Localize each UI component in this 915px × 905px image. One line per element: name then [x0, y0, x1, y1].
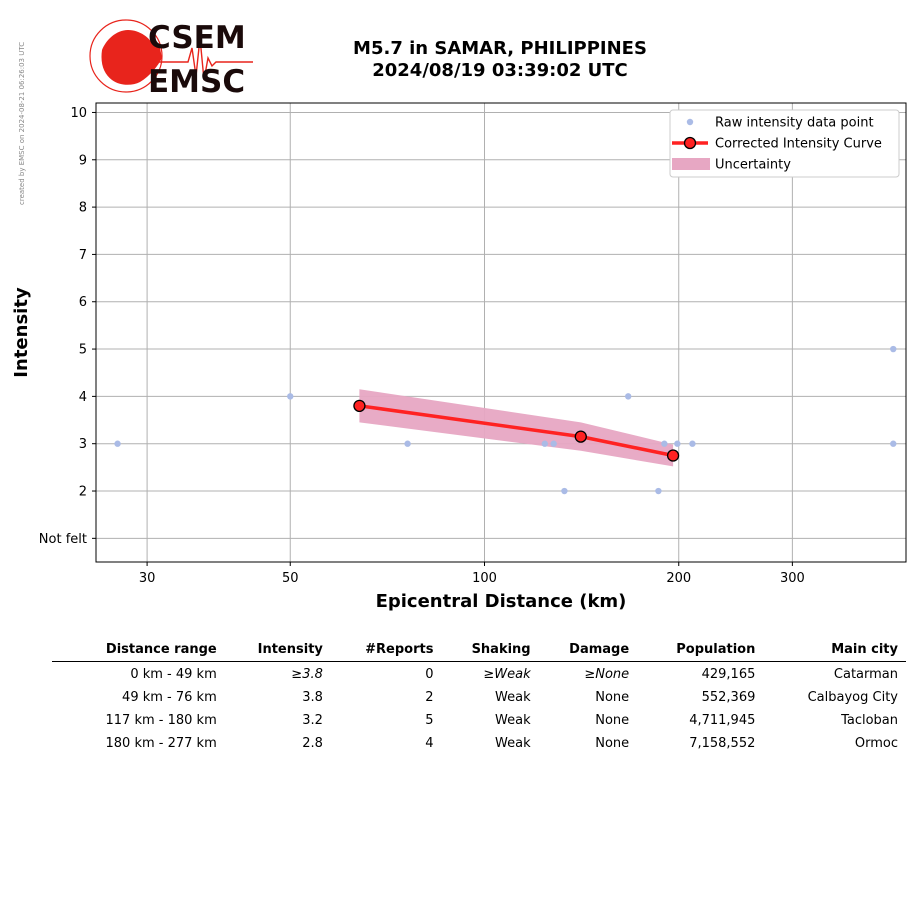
- legend-label: Corrected Intensity Curve: [715, 137, 882, 152]
- cell-prefix: ≥: [584, 667, 596, 682]
- cell-reports: 2: [425, 690, 434, 705]
- emsc-logo: CSEM EMSC: [89, 19, 253, 98]
- y-tick-label: 10: [70, 106, 87, 121]
- raw-data-point: [689, 440, 696, 447]
- raw-data-point: [625, 393, 632, 400]
- y-tick-label: Not felt: [39, 532, 87, 547]
- cell-value: 3.8: [302, 667, 323, 682]
- raw-data-point: [674, 440, 681, 447]
- cell-range: 49 km - 76 km: [122, 690, 217, 705]
- legend-label: Raw intensity data point: [715, 116, 874, 131]
- cell-intensity: ≥3.8: [225, 662, 331, 686]
- cell-city: Calbayog City: [807, 690, 898, 705]
- cell-prefix: ≥: [483, 667, 495, 682]
- cell-value: Weak: [494, 667, 531, 682]
- chart-title-line2: 2024/08/19 03:39:02 UTC: [372, 60, 628, 81]
- column-header: #Reports: [365, 642, 434, 657]
- legend-box: [669, 109, 900, 178]
- x-tick-label: 200: [666, 571, 691, 586]
- legend-marker-band: [672, 158, 710, 170]
- cell-value: None: [595, 667, 630, 682]
- y-tick-label: 8: [79, 201, 87, 216]
- cell-range: 117 km - 180 km: [105, 713, 217, 728]
- x-tick-label: 100: [472, 571, 497, 586]
- cell-reports: 5: [425, 713, 434, 728]
- curve-marker: [574, 430, 587, 443]
- plot-frame: [95, 102, 907, 563]
- raw-data-point: [541, 440, 548, 447]
- cell-population: 429,165: [701, 667, 756, 682]
- raw-data-point: [890, 345, 897, 353]
- y-tick-label: 9: [79, 153, 87, 168]
- cell-reports: 4: [425, 736, 434, 751]
- table-row: 117 km - 180 km 3.2 5 Weak None 4,711,94…: [52, 708, 906, 731]
- y-tick-label: 2: [79, 485, 87, 500]
- raw-data-point: [661, 440, 668, 447]
- intensity-summary-table: Distance range Intensity #Reports Shakin…: [52, 640, 906, 754]
- cell-damage: None: [595, 690, 630, 705]
- column-header: Population: [676, 642, 756, 657]
- column-header: Main city: [831, 642, 898, 657]
- y-tick-label: 5: [79, 343, 87, 358]
- cell-city: Catarman: [833, 667, 898, 682]
- y-tick-label: 7: [79, 248, 87, 263]
- logo-seismogram-line: [144, 37, 253, 81]
- cell-damage: None: [595, 736, 630, 751]
- cell-city: Tacloban: [841, 713, 898, 728]
- cell-shaking: Weak: [495, 690, 531, 705]
- logo-text-top: CSEM: [148, 20, 246, 56]
- chart-title: M5.7 in SAMAR, PHILIPPINES 2024/08/19 03…: [250, 38, 750, 82]
- cell-reports: 0: [425, 667, 434, 682]
- cell-shaking: ≥Weak: [441, 662, 538, 686]
- table-row: 49 km - 76 km 3.8 2 Weak None 552,369 Ca…: [52, 685, 906, 708]
- cell-range: 0 km - 49 km: [130, 667, 217, 682]
- cell-shaking: Weak: [495, 736, 531, 751]
- curve-marker: [666, 449, 680, 462]
- chart-title-line1: M5.7 in SAMAR, PHILIPPINES: [353, 38, 647, 59]
- cell-range: 180 km - 277 km: [105, 736, 217, 751]
- raw-data-point: [655, 487, 662, 495]
- x-tick-label: 30: [139, 571, 156, 586]
- table-header-row: Distance range Intensity #Reports Shakin…: [52, 640, 906, 662]
- legend-marker-raw: [686, 118, 694, 126]
- column-header: Distance range: [105, 642, 217, 657]
- raw-data-point: [561, 487, 568, 495]
- y-tick-label: 3: [79, 437, 87, 452]
- legend-marker-curve-dot: [683, 136, 697, 150]
- legend-label: Uncertainty: [715, 158, 791, 173]
- logo-map-shape: [101, 30, 162, 85]
- cell-intensity: 3.8: [302, 690, 323, 705]
- cell-population: 7,158,552: [689, 736, 756, 751]
- y-axis-label: Intensity: [11, 287, 32, 378]
- x-tick-label: 300: [780, 571, 805, 586]
- table-row: 180 km - 277 km 2.8 4 Weak None 7,158,55…: [52, 731, 906, 754]
- column-header: Damage: [569, 642, 630, 657]
- cell-damage: None: [595, 713, 630, 728]
- cell-intensity: 3.2: [302, 713, 323, 728]
- logo-globe-icon: [89, 19, 163, 93]
- column-header: Intensity: [257, 642, 323, 657]
- y-tick-label: 6: [79, 295, 87, 310]
- logo-text-bottom: EMSC: [148, 64, 245, 98]
- cell-damage: ≥None: [539, 662, 638, 686]
- cell-city: Ormoc: [854, 736, 898, 751]
- x-tick-label: 50: [282, 571, 299, 586]
- intensity-chart: Not felt 2 3 4 5 6 7 8 9 10 30 50 100 200 300 Epicentra…: [11, 102, 907, 612]
- x-axis-label: Epicentral Distance (km): [376, 591, 627, 612]
- cell-shaking: Weak: [495, 713, 531, 728]
- raw-data-point: [287, 393, 294, 400]
- cell-population: 552,369: [701, 690, 756, 705]
- raw-data-point: [890, 440, 897, 447]
- table-row: 0 km - 49 km ≥3.8 0 ≥Weak ≥None 429,165 …: [52, 662, 906, 686]
- raw-data-point: [404, 440, 411, 447]
- cell-population: 4,711,945: [689, 713, 756, 728]
- column-header: Shaking: [471, 642, 531, 657]
- y-tick-label: 4: [79, 390, 87, 405]
- cell-intensity: 2.8: [302, 736, 323, 751]
- curve-marker: [353, 399, 366, 412]
- raw-data-point: [550, 440, 557, 447]
- cell-prefix: ≥: [291, 667, 303, 682]
- raw-data-point: [114, 440, 121, 447]
